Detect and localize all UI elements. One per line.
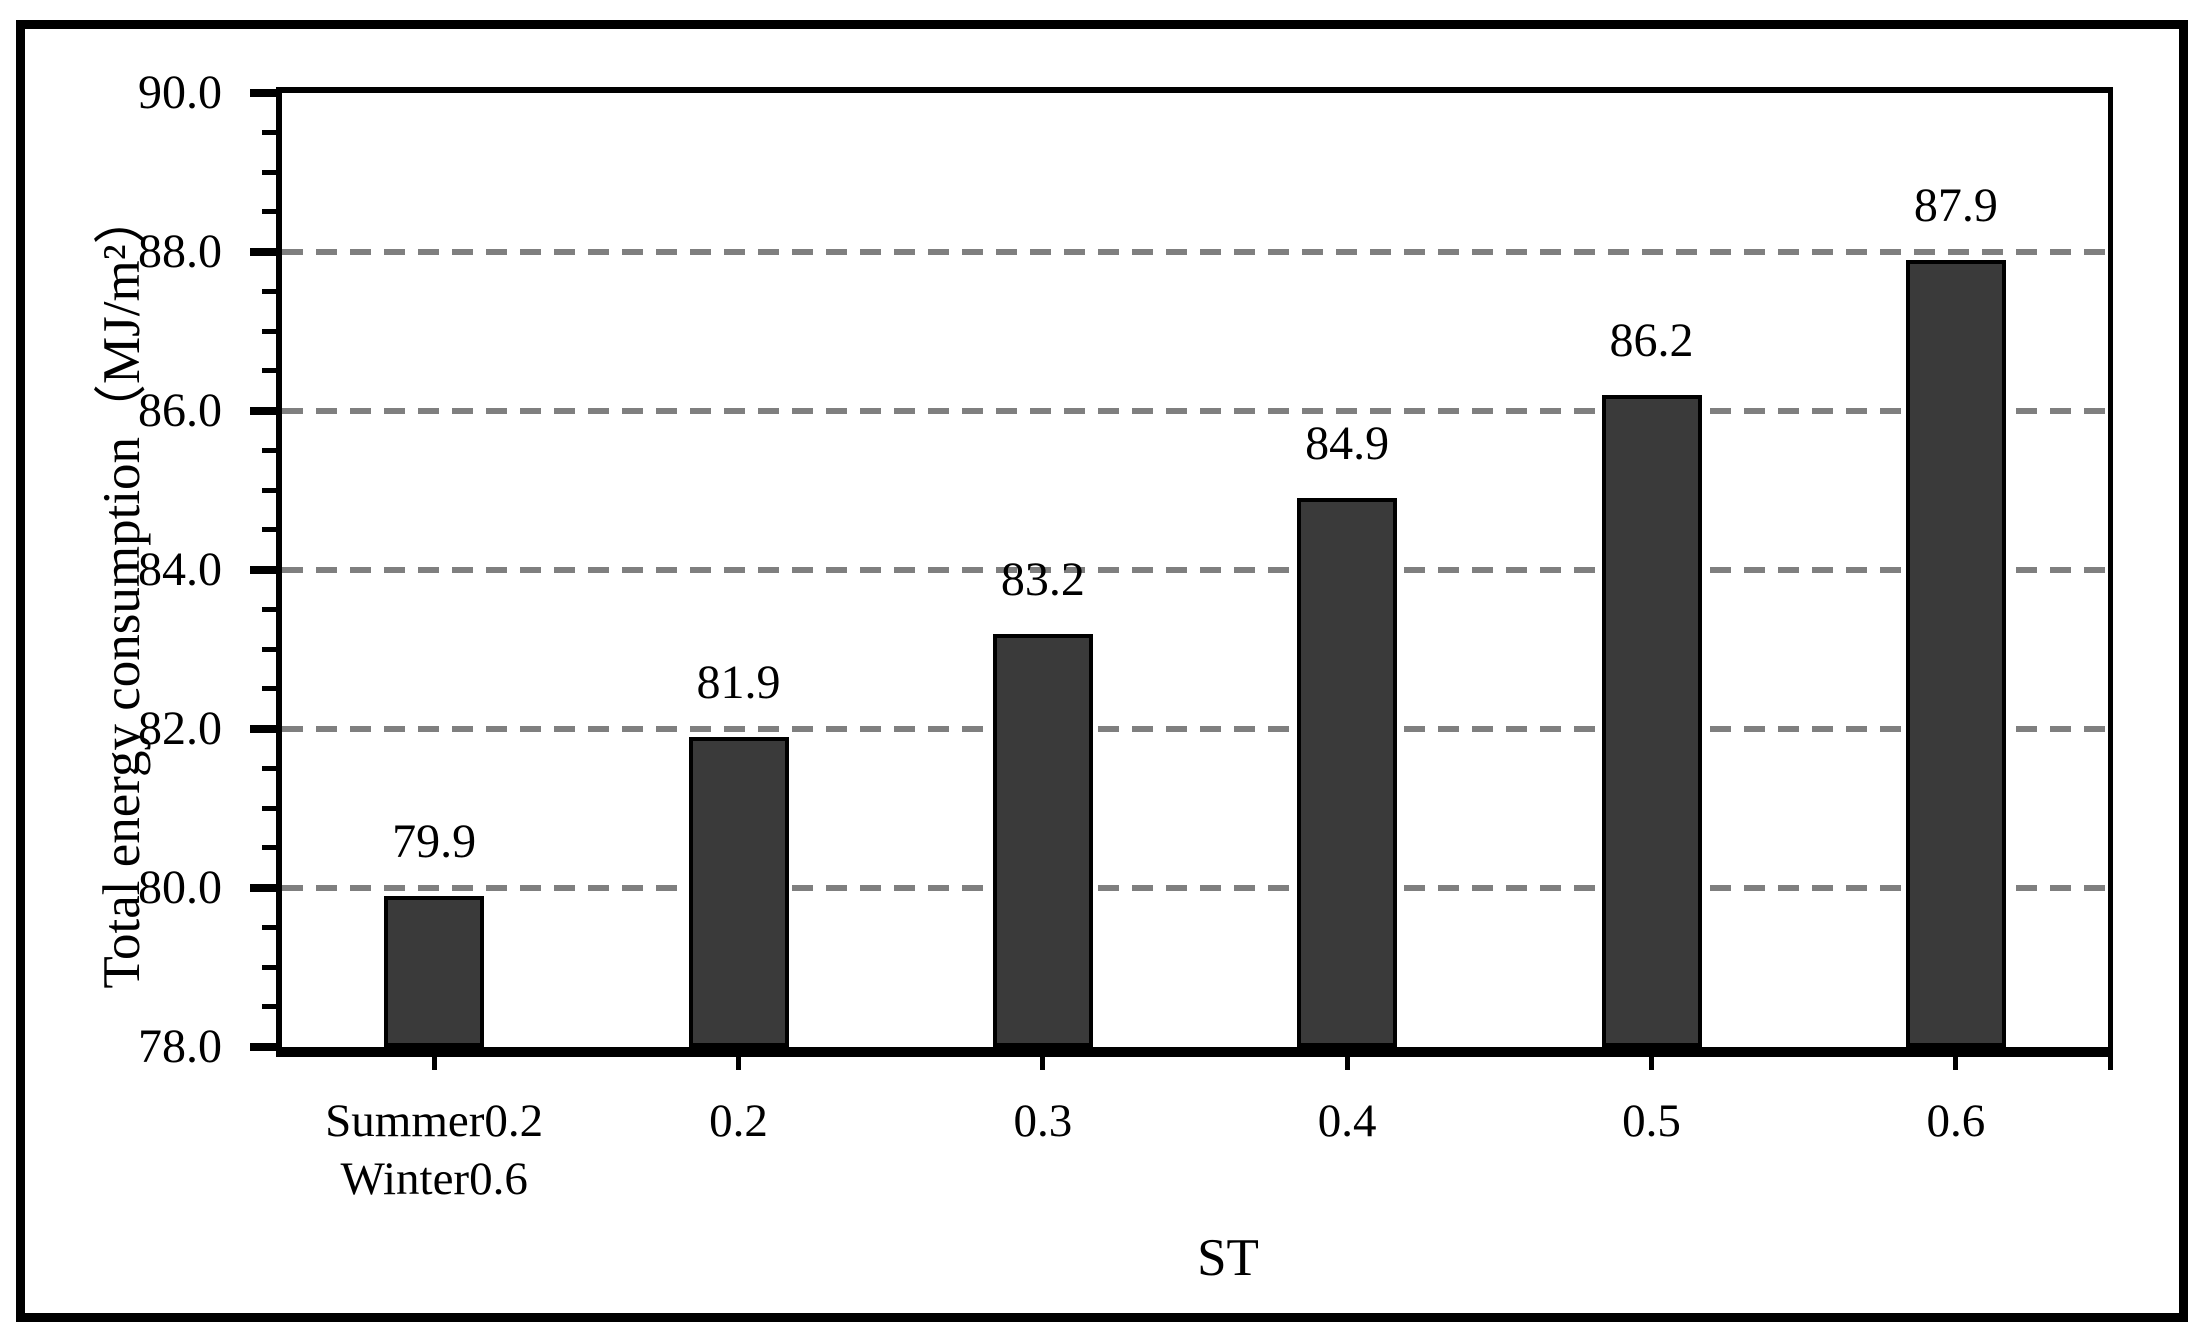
y-minor-tick [262,1004,276,1010]
x-category-label: Summer0.2 Winter0.6 [325,1095,544,1205]
y-minor-tick [262,129,276,135]
y-minor-tick [262,805,276,811]
x-category-label: 0.2 [709,1095,768,1147]
y-minor-tick [262,487,276,493]
bar-Summer0.2 [384,895,485,1047]
y-major-tick [250,725,276,733]
y-minor-tick [262,288,276,294]
y-tick-label: 78.0 [138,1020,222,1073]
y-tick-label: 84.0 [138,543,222,596]
gridline-80.0 [282,885,2108,891]
bar-value-label: 86.2 [1609,314,1694,368]
x-tick [1953,1057,1959,1070]
figure-border [16,20,2188,1322]
y-minor-tick [262,447,276,453]
bar-value-label: 81.9 [696,655,781,709]
y-tick-label: 82.0 [138,702,222,755]
bar-value-label: 84.9 [1305,417,1390,471]
bar-0.4 [1297,498,1398,1047]
y-major-tick [250,884,276,892]
gridline-88.0 [282,249,2108,255]
y-minor-tick [262,924,276,930]
bar-0.6 [1905,259,2006,1047]
y-minor-tick [262,646,276,652]
y-tick-label: 90.0 [138,66,222,119]
bar-0.2 [688,736,789,1047]
y-minor-tick [262,606,276,612]
y-tick-label: 88.0 [138,225,222,278]
y-minor-tick [262,169,276,175]
x-axis-title: ST [1197,1229,1259,1287]
y-minor-tick [262,368,276,374]
y-major-tick [250,1043,276,1051]
gridline-82.0 [282,726,2108,732]
bar-value-label: 83.2 [1000,552,1085,606]
bar-0.5 [1601,395,1702,1047]
y-major-tick [250,89,276,97]
y-tick-label: 86.0 [138,384,222,437]
bar-value-label: 79.9 [392,814,477,868]
y-minor-tick [262,765,276,771]
plot-inner: 79.9 81.9 83.2 84.9 86.2 87.9 [282,93,2108,1047]
gridline-84.0 [282,567,2108,573]
y-minor-tick [262,686,276,692]
x-category-label: 0.4 [1317,1095,1377,1147]
y-tick-label: 80.0 [138,861,222,914]
y-minor-tick [262,527,276,533]
x-axis-end-tick [2108,1057,2113,1070]
x-tick [1649,1057,1654,1070]
x-category-label: 0.5 [1622,1095,1681,1147]
x-category-label: 0.6 [1926,1095,1986,1147]
y-major-tick [250,566,276,574]
bar-value-label: 87.9 [1913,178,1998,232]
x-tick [1344,1057,1350,1070]
y-minor-tick [262,845,276,851]
x-tick [431,1057,437,1070]
y-minor-tick [262,964,276,970]
y-major-tick [250,248,276,256]
y-minor-tick [262,209,276,215]
bar-0.3 [992,633,1093,1047]
x-tick [1040,1057,1046,1070]
plot-area: 79.9 81.9 83.2 84.9 86.2 87.9 [276,87,2113,1057]
gridline-86.0 [282,408,2108,414]
x-category-label: 0.3 [1013,1095,1073,1147]
y-minor-tick [262,328,276,334]
y-major-tick [250,407,276,415]
x-tick [736,1057,741,1070]
